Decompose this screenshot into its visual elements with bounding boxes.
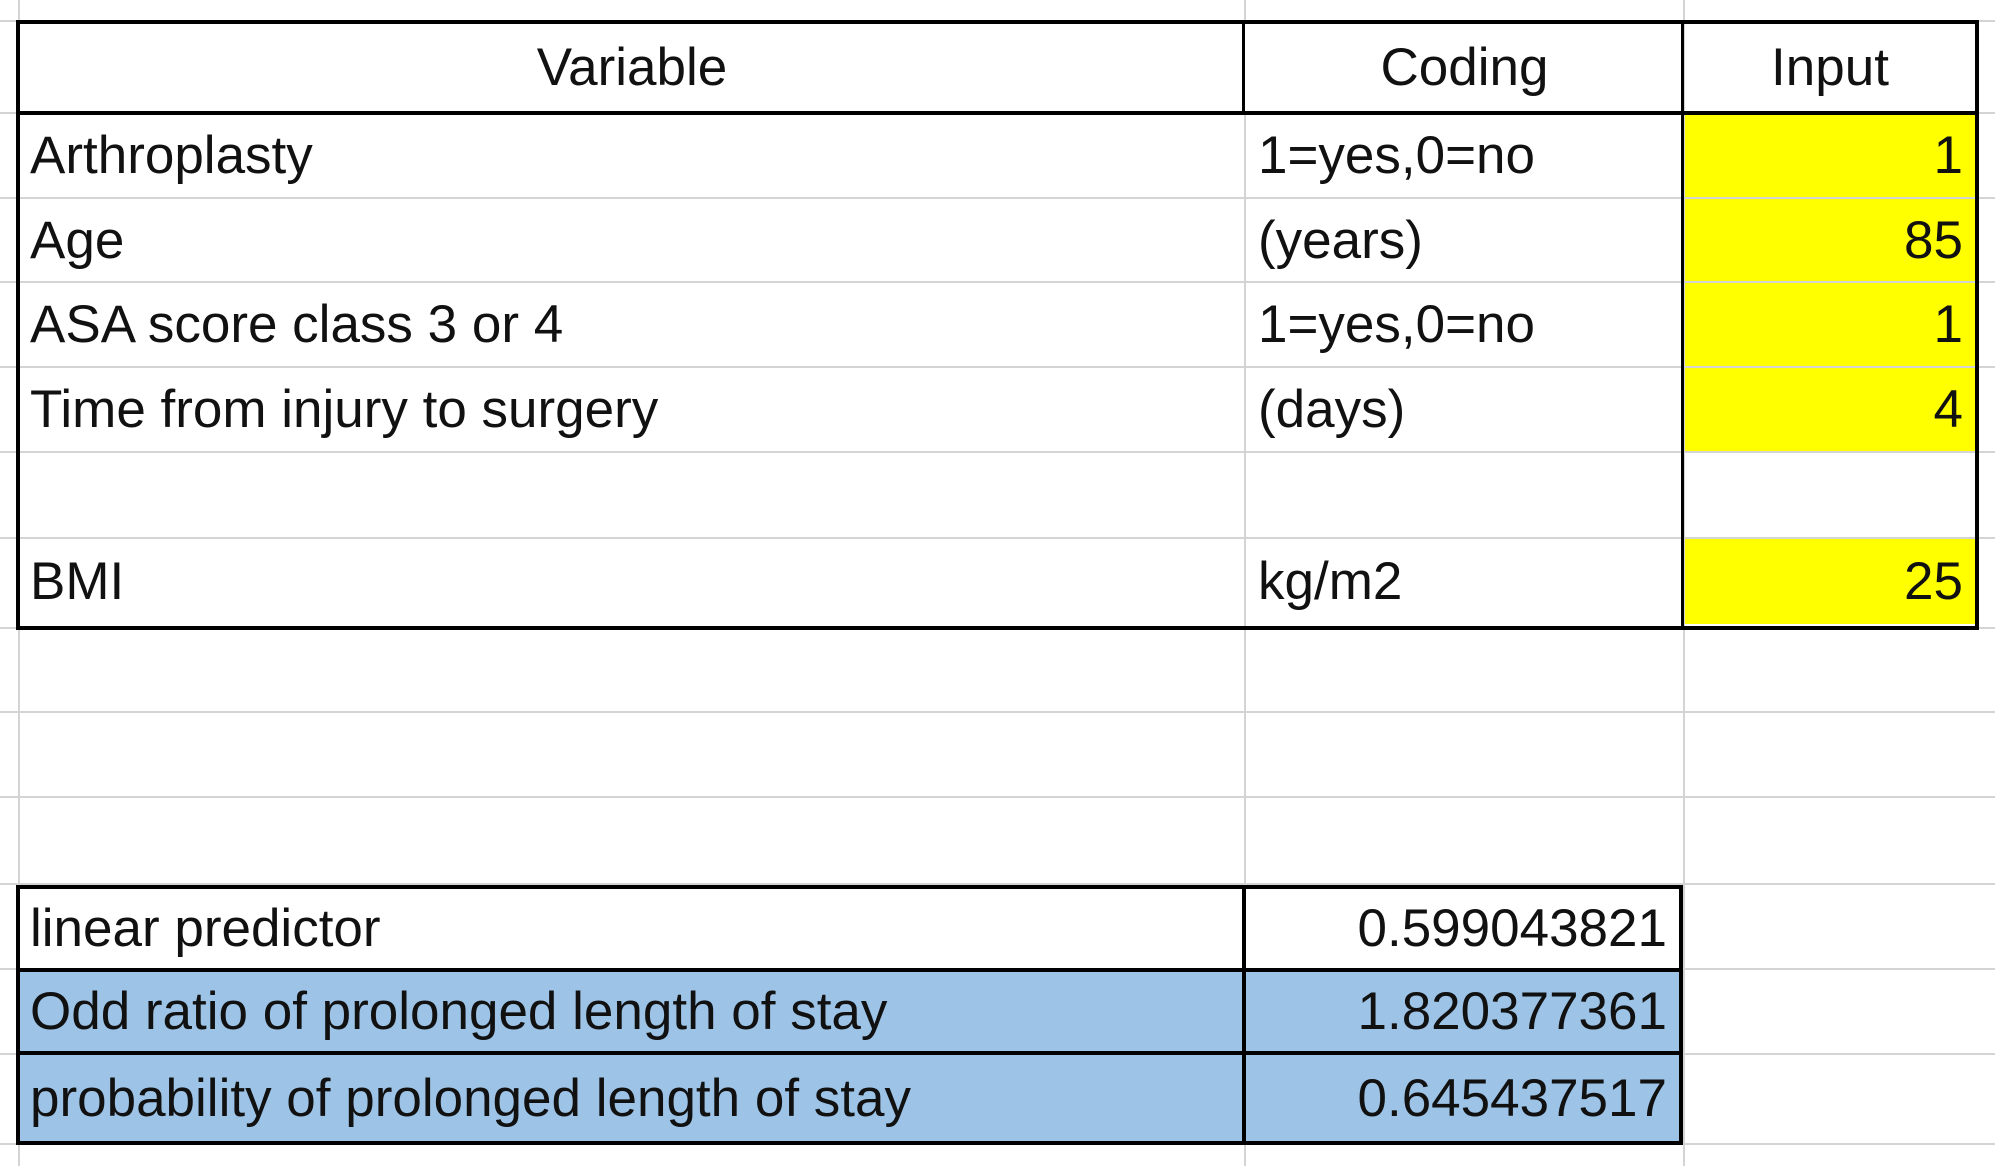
variable-cell[interactable]: BMI [30,552,125,611]
gridline [0,197,1995,199]
gridline [0,537,1995,539]
input-cell[interactable] [1685,453,1975,537]
gridline [0,1143,1995,1145]
header-coding[interactable]: Coding [1246,22,1683,112]
result-label[interactable]: probability of prolonged length of stay [18,1055,1242,1141]
result-label[interactable]: Odd ratio of prolonged length of stay [18,972,1242,1051]
variable-cell[interactable]: ASA score class 3 or 4 [30,295,564,354]
gridline [0,281,1995,283]
result-value[interactable]: 1.820377361 [1246,972,1679,1051]
input-cell[interactable]: 1 [1685,114,1975,197]
coding-cell[interactable]: 1=yes,0=no [1258,295,1536,354]
gridline [0,968,1995,970]
variable-cell[interactable]: Age [30,210,125,270]
gridline [0,451,1995,453]
input-cell[interactable]: 85 [1685,199,1975,281]
header-variable[interactable]: Variable [18,22,1246,112]
variable-cell[interactable] [18,453,1244,537]
result-label[interactable]: linear predictor [18,889,1244,968]
result-value[interactable]: 0.645437517 [1246,1055,1679,1141]
input-cell[interactable]: 1 [1685,283,1975,366]
coding-cell[interactable]: 1=yes,0=no [1258,126,1536,185]
variable-cell[interactable]: Time from injury to surgery [30,380,659,439]
gridline [1683,0,1685,1166]
gridline [0,796,1995,798]
input-cell[interactable]: 4 [1685,368,1975,451]
input-cell[interactable]: 25 [1685,539,1975,624]
gridline [1244,0,1246,1166]
gridline [0,711,1995,713]
header-input[interactable]: Input [1685,22,1975,112]
coding-cell[interactable]: (days) [1258,380,1406,439]
coding-cell[interactable] [1246,453,1683,537]
coding-cell[interactable]: kg/m2 [1258,552,1403,611]
gridline [0,883,1995,885]
result-value[interactable]: 0.599043821 [1246,889,1679,968]
variable-cell[interactable]: Arthroplasty [30,126,313,185]
gridline [0,366,1995,368]
gridline [0,627,1995,629]
coding-cell[interactable]: (years) [1258,210,1423,270]
